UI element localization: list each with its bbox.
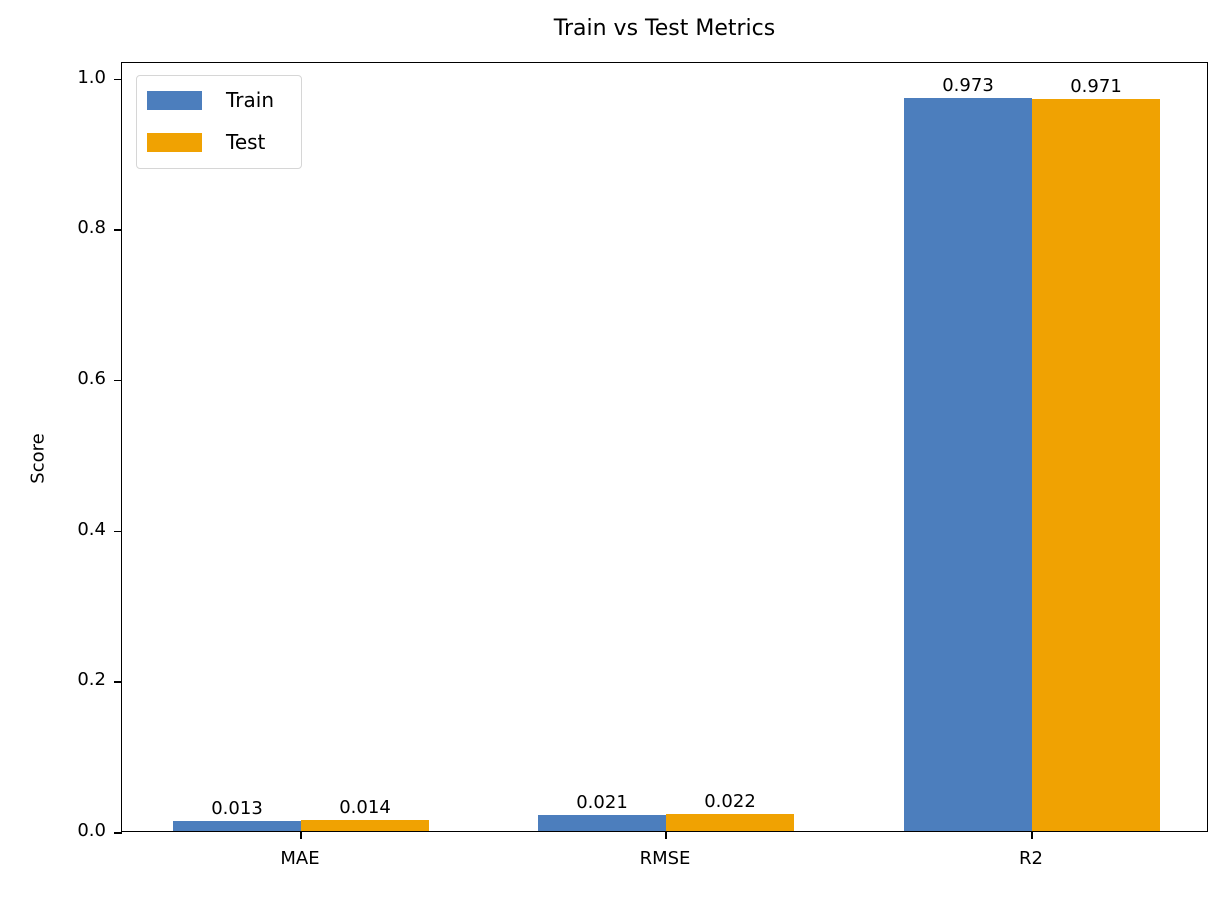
y-tick bbox=[114, 78, 122, 81]
bar-test-rmse bbox=[666, 814, 794, 831]
x-tick-label: R2 bbox=[1019, 848, 1043, 869]
chart-title: Train vs Test Metrics bbox=[553, 16, 776, 41]
y-tick bbox=[114, 832, 122, 834]
y-tick-label: 0.8 bbox=[77, 217, 106, 239]
legend-swatch-train bbox=[147, 90, 202, 110]
y-tick bbox=[114, 530, 122, 533]
bar-value-label: 0.022 bbox=[704, 791, 756, 813]
bar-value-label: 0.971 bbox=[1070, 76, 1122, 98]
bar-value-label: 0.013 bbox=[211, 798, 263, 820]
y-tick-label: 1.0 bbox=[77, 66, 106, 88]
legend-item-train: Train bbox=[147, 88, 274, 112]
y-tick bbox=[114, 379, 122, 382]
bar-train-r2 bbox=[904, 97, 1032, 831]
legend: Train Test bbox=[136, 75, 302, 169]
bar-train-rmse bbox=[538, 815, 666, 831]
x-tick bbox=[665, 831, 667, 839]
x-tick-label: RMSE bbox=[639, 848, 691, 869]
legend-item-test: Test bbox=[147, 130, 265, 154]
y-tick-label: 0.4 bbox=[77, 518, 106, 540]
bar-value-label: 0.973 bbox=[942, 74, 994, 96]
y-tick-label: 0.2 bbox=[77, 669, 106, 691]
y-axis-label: Score bbox=[27, 433, 49, 484]
plot-area: 0.013 0.014 0.021 0.022 0.973 0.971 bbox=[114, 62, 1208, 839]
bar-train-mae bbox=[173, 821, 301, 831]
legend-label-test: Test bbox=[226, 130, 266, 154]
x-tick-label: MAE bbox=[280, 848, 320, 869]
bar-test-mae bbox=[301, 820, 429, 831]
bar-value-label: 0.014 bbox=[339, 797, 391, 819]
y-tick bbox=[114, 229, 122, 231]
y-tick bbox=[114, 681, 122, 683]
y-tick-label: 0.6 bbox=[77, 367, 106, 389]
x-tick bbox=[300, 831, 302, 839]
legend-label-train: Train bbox=[226, 88, 274, 112]
legend-swatch-test bbox=[147, 132, 202, 152]
x-tick bbox=[1031, 831, 1033, 839]
y-tick-label: 0.0 bbox=[77, 820, 106, 841]
bar-test-r2 bbox=[1032, 99, 1160, 831]
bar-value-label: 0.021 bbox=[576, 792, 628, 814]
